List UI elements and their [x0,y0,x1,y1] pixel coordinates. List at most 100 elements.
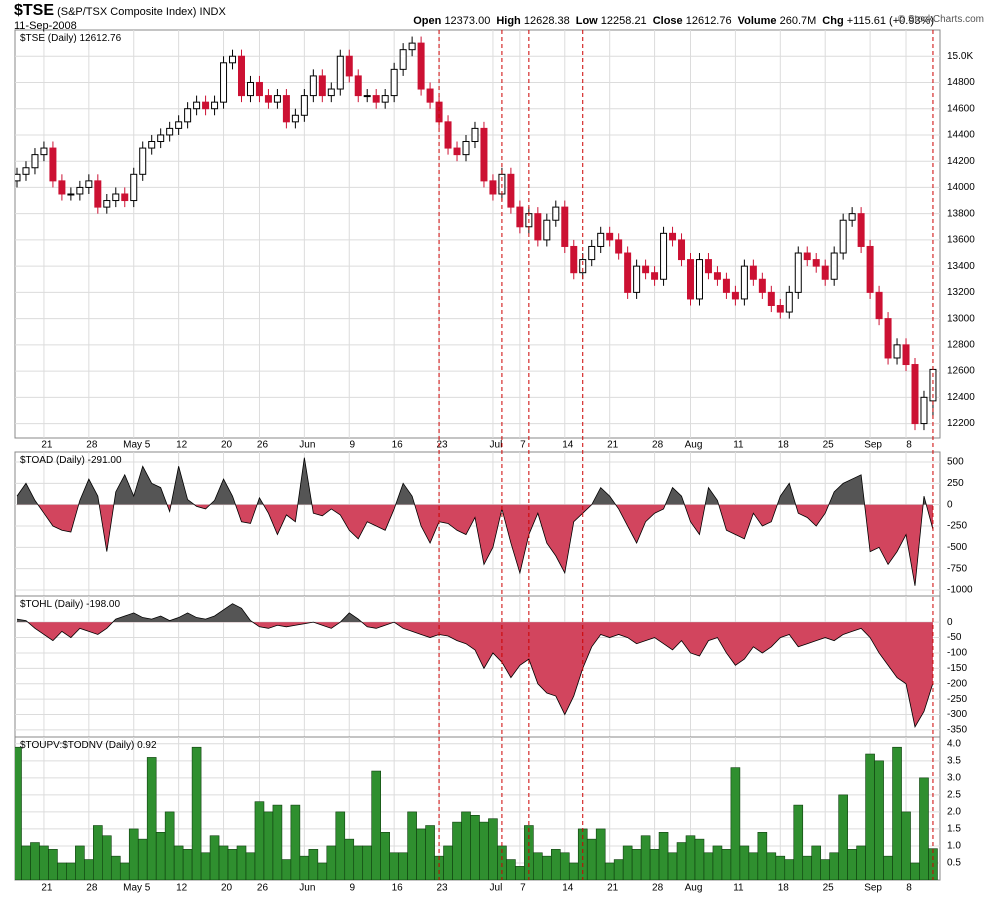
panel-label: $TOHL (Daily) -198.00 [20,599,120,610]
y-tick-label: -300 [947,709,967,720]
x-tick-label: Aug [685,883,703,894]
stat-label: Low [575,15,598,27]
candle-body [435,101,443,123]
x-tick-label: Aug [685,440,703,451]
y-tick-label: 12200 [947,418,975,429]
candle-body [597,232,605,247]
x-tick-label: 21 [607,440,619,451]
stat-label: Open [413,15,442,27]
exchange: INDX [199,6,226,18]
y-tick-label: 250 [947,478,964,489]
candle-body [669,232,677,241]
bar [649,849,660,880]
area-line [16,603,934,728]
candle-body [157,134,165,143]
candle-body [660,232,668,280]
bar [640,835,651,880]
candle-body [453,147,461,156]
x-tick-label: Sep [864,440,882,451]
candle-body [749,265,757,280]
bar [667,852,678,880]
x-tick-label: 23 [436,440,448,451]
panel-frame [14,29,941,439]
bar [739,845,750,880]
candle-body [785,291,793,313]
candle-body [175,121,183,129]
panel: -1000 -750 -500 -250 0 250 500 $TOAD (Daily) -2… [14,451,973,597]
x-tick-label: 28 [652,883,664,894]
candle-body [408,42,416,51]
stat-label: Close [652,15,683,27]
bar [685,835,696,880]
bar [847,849,857,880]
y-tick-label: 14600 [947,103,975,114]
y-tick-label: 0.5 [947,858,961,869]
candle-body [803,252,811,261]
x-tick-label: 18 [778,440,790,451]
candle-body [633,265,641,293]
candle-body [543,219,551,241]
bar [182,849,193,880]
bar [128,828,139,880]
candle-body [372,95,380,103]
x-tick-label: 11 [733,883,744,894]
candle-body [300,95,308,116]
candle-body [76,186,84,195]
x-tick-label: 21 [41,883,53,894]
bar [290,804,301,880]
area-negative [27,622,933,727]
bar [164,811,175,880]
candle-body [139,147,147,175]
bar [425,825,435,880]
x-tick-label: 28 [652,440,664,451]
bar [874,760,884,880]
bar [21,845,31,880]
y-tick-label: -750 [947,563,967,574]
y-tick-label: 1.0 [947,841,961,852]
candle-body [121,193,129,202]
index-name: (S&P/TSX Composite Index) [57,6,197,18]
bar [398,852,408,880]
bar [335,811,346,880]
candle-body [758,278,766,293]
candle-body [202,101,210,110]
candle-body [893,344,901,359]
x-tick-label: 18 [778,883,790,894]
y-tick-label: -350 [947,725,967,736]
area-line [16,457,934,586]
x-tick-label: 14 [562,883,574,894]
plot [16,457,934,586]
x-tick-label: 26 [257,440,269,451]
x-tick-label: 9 [349,440,355,451]
bar [102,835,112,880]
bar [856,845,866,880]
candle-body [211,101,219,110]
bar [353,845,364,880]
bar [802,855,813,880]
candle-body [58,180,66,195]
bar [209,835,220,880]
area-positive [17,603,933,623]
bar [416,828,426,880]
bar [730,767,741,880]
bar [281,859,292,880]
y-tick-label: -1000 [947,585,973,596]
panel-label-name: $TSE (Daily) [20,33,77,44]
y-tick-label: 14400 [947,130,975,141]
bar [218,845,229,880]
y-tick-label: 3.5 [947,755,961,766]
x-tick-label: 9 [349,883,355,894]
bar [703,852,714,880]
x-tick-label: Jul [490,883,503,894]
x-tick-label: 12 [176,440,188,451]
x-tick-label: Jul [490,440,503,451]
bar [515,866,525,880]
bar [829,852,839,880]
candle-body [40,147,48,156]
bar [766,852,777,880]
x-tick-label: 16 [392,440,404,451]
x-tick-label: Sep [864,883,882,894]
bar [191,746,202,880]
y-tick-label: 14800 [947,77,975,88]
bar [263,811,274,880]
